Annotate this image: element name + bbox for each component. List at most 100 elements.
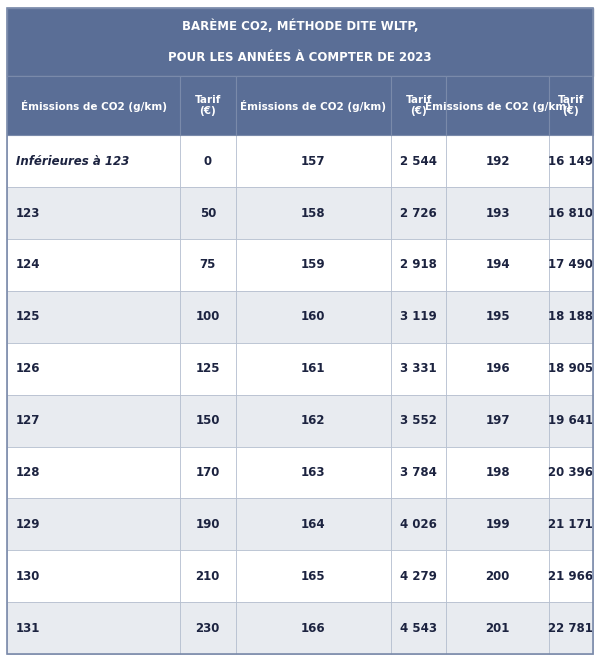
Bar [446, 602, 549, 654]
Bar [236, 135, 391, 187]
Text: 199: 199 [485, 518, 510, 531]
Bar [549, 498, 593, 550]
Text: 230: 230 [196, 622, 220, 635]
Bar [236, 498, 391, 550]
Text: 125: 125 [196, 362, 220, 375]
Bar [180, 239, 236, 291]
Text: 4 026: 4 026 [400, 518, 437, 531]
Text: 166: 166 [301, 622, 325, 635]
Text: Inférieures à 123: Inférieures à 123 [16, 155, 129, 167]
Bar [236, 239, 391, 291]
Text: Tarif
(€): Tarif (€) [194, 95, 221, 117]
Text: 196: 196 [485, 362, 510, 375]
Bar [549, 343, 593, 395]
Text: 194: 194 [485, 258, 510, 271]
Bar [7, 239, 180, 291]
Text: 75: 75 [200, 258, 216, 271]
Bar [7, 343, 180, 395]
Bar [180, 135, 236, 187]
Text: 163: 163 [301, 466, 325, 479]
Bar [7, 135, 180, 187]
Text: 157: 157 [301, 155, 325, 167]
Text: POUR LES ANNÉES À COMPTER DE 2023: POUR LES ANNÉES À COMPTER DE 2023 [168, 51, 432, 64]
Bar [391, 395, 446, 447]
Bar [549, 395, 593, 447]
Text: 160: 160 [301, 310, 325, 323]
Text: 0: 0 [204, 155, 212, 167]
Text: 193: 193 [485, 207, 510, 220]
Text: 190: 190 [196, 518, 220, 531]
Bar [549, 135, 593, 187]
Bar [549, 550, 593, 602]
Bar [446, 291, 549, 343]
Text: 210: 210 [196, 570, 220, 583]
Bar [7, 447, 180, 498]
Text: 131: 131 [16, 622, 40, 635]
Text: 21 171: 21 171 [548, 518, 593, 531]
Bar [391, 447, 446, 498]
Text: 21 966: 21 966 [548, 570, 593, 583]
Bar [549, 187, 593, 239]
Text: 3 331: 3 331 [400, 362, 437, 375]
Bar [7, 395, 180, 447]
Bar [236, 187, 391, 239]
Bar [446, 239, 549, 291]
Text: 4 279: 4 279 [400, 570, 437, 583]
Bar [7, 291, 180, 343]
Bar [236, 550, 391, 602]
Bar [391, 239, 446, 291]
Bar [180, 550, 236, 602]
Bar [180, 395, 236, 447]
Bar [236, 447, 391, 498]
Text: 200: 200 [485, 570, 510, 583]
Text: Tarif
(€): Tarif (€) [406, 95, 432, 117]
Bar [7, 550, 180, 602]
Text: Émissions de CO2 (g/km): Émissions de CO2 (g/km) [240, 99, 386, 111]
Text: Émissions de CO2 (g/km): Émissions de CO2 (g/km) [20, 99, 167, 111]
Text: 165: 165 [301, 570, 325, 583]
Text: 158: 158 [301, 207, 325, 220]
Bar [7, 602, 180, 654]
Bar [180, 187, 236, 239]
Text: 201: 201 [485, 622, 510, 635]
Text: 192: 192 [485, 155, 510, 167]
Bar [7, 75, 180, 135]
Text: 195: 195 [485, 310, 510, 323]
Bar [549, 447, 593, 498]
Text: 17 490: 17 490 [548, 258, 593, 271]
Text: Émissions de CO2 (g/km): Émissions de CO2 (g/km) [425, 99, 571, 111]
Bar [549, 75, 593, 135]
Bar [391, 135, 446, 187]
Bar [180, 343, 236, 395]
Text: 3 552: 3 552 [400, 414, 437, 427]
Text: 124: 124 [16, 258, 40, 271]
Text: 2 918: 2 918 [400, 258, 437, 271]
Text: 19 641: 19 641 [548, 414, 593, 427]
Text: 18 188: 18 188 [548, 310, 593, 323]
Text: 20 396: 20 396 [548, 466, 593, 479]
Text: 161: 161 [301, 362, 325, 375]
Bar [549, 291, 593, 343]
Bar [236, 602, 391, 654]
Text: 16 149: 16 149 [548, 155, 593, 167]
Bar [391, 343, 446, 395]
Bar [7, 498, 180, 550]
Text: 159: 159 [301, 258, 325, 271]
Bar [180, 447, 236, 498]
Bar [180, 498, 236, 550]
Text: 50: 50 [200, 207, 216, 220]
Bar [391, 550, 446, 602]
Bar [446, 343, 549, 395]
Text: 164: 164 [301, 518, 325, 531]
Bar [236, 75, 391, 135]
Bar [446, 498, 549, 550]
Bar [236, 291, 391, 343]
Bar [446, 447, 549, 498]
Text: 170: 170 [196, 466, 220, 479]
Bar [7, 8, 593, 75]
Bar [446, 187, 549, 239]
Bar [180, 291, 236, 343]
Text: 197: 197 [485, 414, 510, 427]
Bar [391, 291, 446, 343]
Text: 198: 198 [485, 466, 510, 479]
